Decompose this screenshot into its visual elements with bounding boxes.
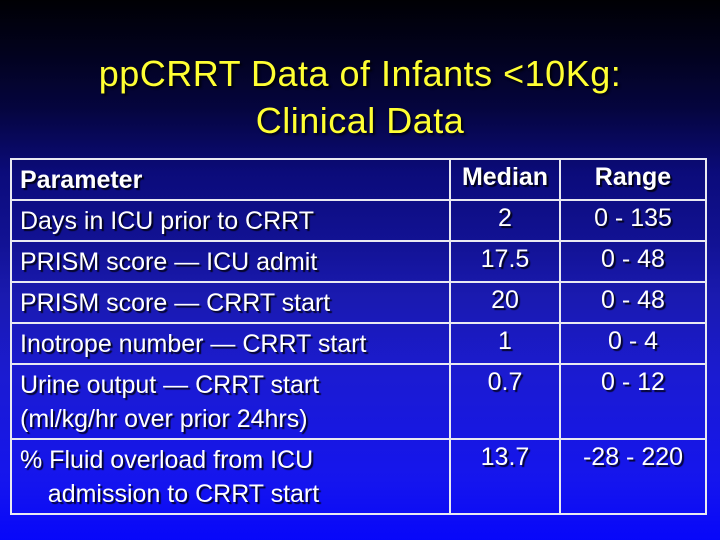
header-median: Median	[449, 158, 561, 201]
median-cell: 13.7	[449, 438, 561, 515]
slide-title-line1: ppCRRT Data of Infants <10Kg:	[98, 53, 622, 94]
range-cell: 0 - 4	[559, 322, 707, 365]
table-row: % Fluid overload from ICU admission to C…	[10, 438, 707, 515]
slide-title: ppCRRT Data of Infants <10Kg: Clinical D…	[0, 50, 720, 144]
param-cell: PRISM score — ICU admit	[10, 240, 451, 283]
header-range: Range	[559, 158, 707, 201]
param-cell: Urine output — CRRT start (ml/kg/hr over…	[10, 363, 451, 440]
range-cell: -28 - 220	[559, 438, 707, 515]
median-cell: 2	[449, 199, 561, 242]
table-header-row: Parameter Median Range	[10, 158, 707, 201]
table-row: PRISM score — CRRT start 20 0 - 48	[10, 281, 707, 324]
slide-title-line2: Clinical Data	[255, 100, 465, 141]
range-cell: 0 - 48	[559, 281, 707, 324]
range-cell: 0 - 135	[559, 199, 707, 242]
median-cell: 0.7	[449, 363, 561, 440]
range-cell: 0 - 48	[559, 240, 707, 283]
median-cell: 20	[449, 281, 561, 324]
param-cell: PRISM score — CRRT start	[10, 281, 451, 324]
param-cell: Days in ICU prior to CRRT	[10, 199, 451, 242]
table-row: Days in ICU prior to CRRT 2 0 - 135	[10, 199, 707, 242]
table-row: Urine output — CRRT start (ml/kg/hr over…	[10, 363, 707, 440]
table-row: PRISM score — ICU admit 17.5 0 - 48	[10, 240, 707, 283]
header-parameter: Parameter	[10, 158, 451, 201]
clinical-data-table: Parameter Median Range Days in ICU prior…	[10, 158, 707, 515]
param-cell: % Fluid overload from ICU admission to C…	[10, 438, 451, 515]
table-row: Inotrope number — CRRT start 1 0 - 4	[10, 322, 707, 365]
median-cell: 1	[449, 322, 561, 365]
range-cell: 0 - 12	[559, 363, 707, 440]
median-cell: 17.5	[449, 240, 561, 283]
param-cell: Inotrope number — CRRT start	[10, 322, 451, 365]
